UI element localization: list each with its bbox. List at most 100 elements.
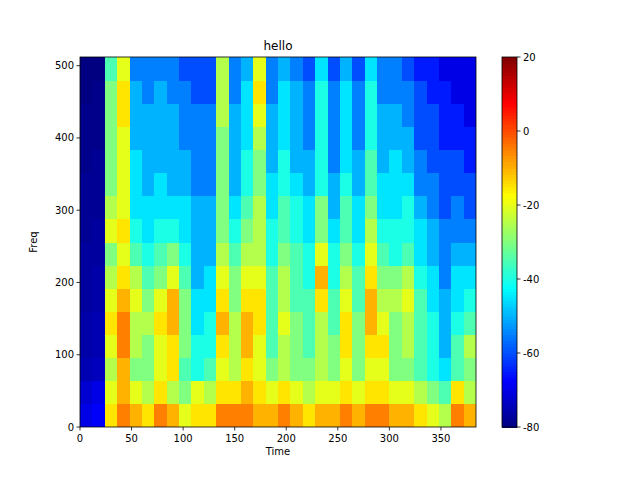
cell	[105, 150, 118, 174]
cell	[290, 265, 303, 289]
cell	[167, 103, 180, 127]
cell	[179, 242, 192, 266]
cell	[241, 103, 254, 127]
cell	[191, 173, 204, 197]
cell	[191, 381, 204, 405]
cell	[352, 196, 365, 220]
cell	[253, 219, 266, 243]
cell	[154, 80, 167, 104]
cell	[414, 150, 427, 174]
cell	[142, 265, 155, 289]
cell	[389, 57, 402, 81]
cell	[402, 173, 415, 197]
cell	[389, 196, 402, 220]
cell	[439, 80, 452, 104]
colorbar-tick-label: 20	[523, 52, 536, 63]
cell	[402, 242, 415, 266]
cell	[80, 335, 93, 359]
cell	[352, 126, 365, 150]
cell	[464, 242, 476, 266]
cell	[290, 126, 303, 150]
cell	[365, 57, 378, 81]
cell	[253, 265, 266, 289]
y-tick	[77, 427, 81, 428]
cell	[229, 103, 242, 127]
cell	[266, 57, 279, 81]
cell	[92, 242, 105, 266]
cell	[179, 80, 192, 104]
cell	[340, 311, 353, 335]
cell	[377, 126, 390, 150]
cell	[142, 196, 155, 220]
background	[0, 0, 640, 480]
cell	[92, 219, 105, 243]
cell	[179, 126, 192, 150]
cell	[80, 57, 93, 81]
colorbar-tick	[517, 279, 521, 280]
cell	[130, 288, 143, 312]
cell	[92, 311, 105, 335]
cell	[117, 404, 130, 427]
colorbar-tick-label: -80	[523, 422, 539, 433]
cell	[315, 126, 328, 150]
cell	[253, 103, 266, 127]
cell	[130, 80, 143, 104]
cell	[389, 219, 402, 243]
cell	[340, 288, 353, 312]
cell	[191, 219, 204, 243]
cell	[105, 173, 118, 197]
x-tick-label: 150	[225, 433, 244, 444]
cell	[179, 335, 192, 359]
cell	[179, 196, 192, 220]
cell	[451, 335, 464, 359]
cell	[266, 265, 279, 289]
cell	[80, 311, 93, 335]
cell	[130, 173, 143, 197]
cell	[179, 173, 192, 197]
cell	[464, 381, 476, 405]
cell	[241, 57, 254, 81]
cell	[92, 150, 105, 174]
cell	[216, 196, 229, 220]
cell	[328, 57, 341, 81]
cell	[328, 311, 341, 335]
cell	[377, 196, 390, 220]
cell	[167, 80, 180, 104]
cell	[451, 265, 464, 289]
chart: 0501001502002503003500100200300400500hel…	[0, 0, 640, 480]
cell	[142, 103, 155, 127]
cell	[377, 219, 390, 243]
colorbar-tick	[517, 131, 521, 132]
cell	[427, 103, 440, 127]
cell	[80, 242, 93, 266]
cell	[266, 219, 279, 243]
cell	[179, 381, 192, 405]
cell	[290, 311, 303, 335]
cell	[154, 335, 167, 359]
cell	[154, 288, 167, 312]
cell	[464, 196, 476, 220]
cell	[365, 358, 378, 382]
cell	[105, 335, 118, 359]
cell	[216, 404, 229, 427]
colorbar	[502, 57, 517, 428]
cell	[80, 265, 93, 289]
colorbar-frame	[502, 57, 517, 427]
cell	[204, 103, 217, 127]
y-axis-label: Freq	[28, 231, 39, 252]
cell	[464, 150, 476, 174]
cell	[340, 57, 353, 81]
cell	[352, 265, 365, 289]
cell	[414, 335, 427, 359]
cell	[278, 288, 291, 312]
y-tick-label: 200	[55, 277, 74, 288]
cell	[241, 126, 254, 150]
cell	[266, 311, 279, 335]
y-tick-label: 300	[55, 205, 74, 216]
cell	[179, 103, 192, 127]
cell	[328, 196, 341, 220]
cell	[278, 219, 291, 243]
cell	[191, 404, 204, 427]
cell	[117, 358, 130, 382]
cell	[427, 196, 440, 220]
